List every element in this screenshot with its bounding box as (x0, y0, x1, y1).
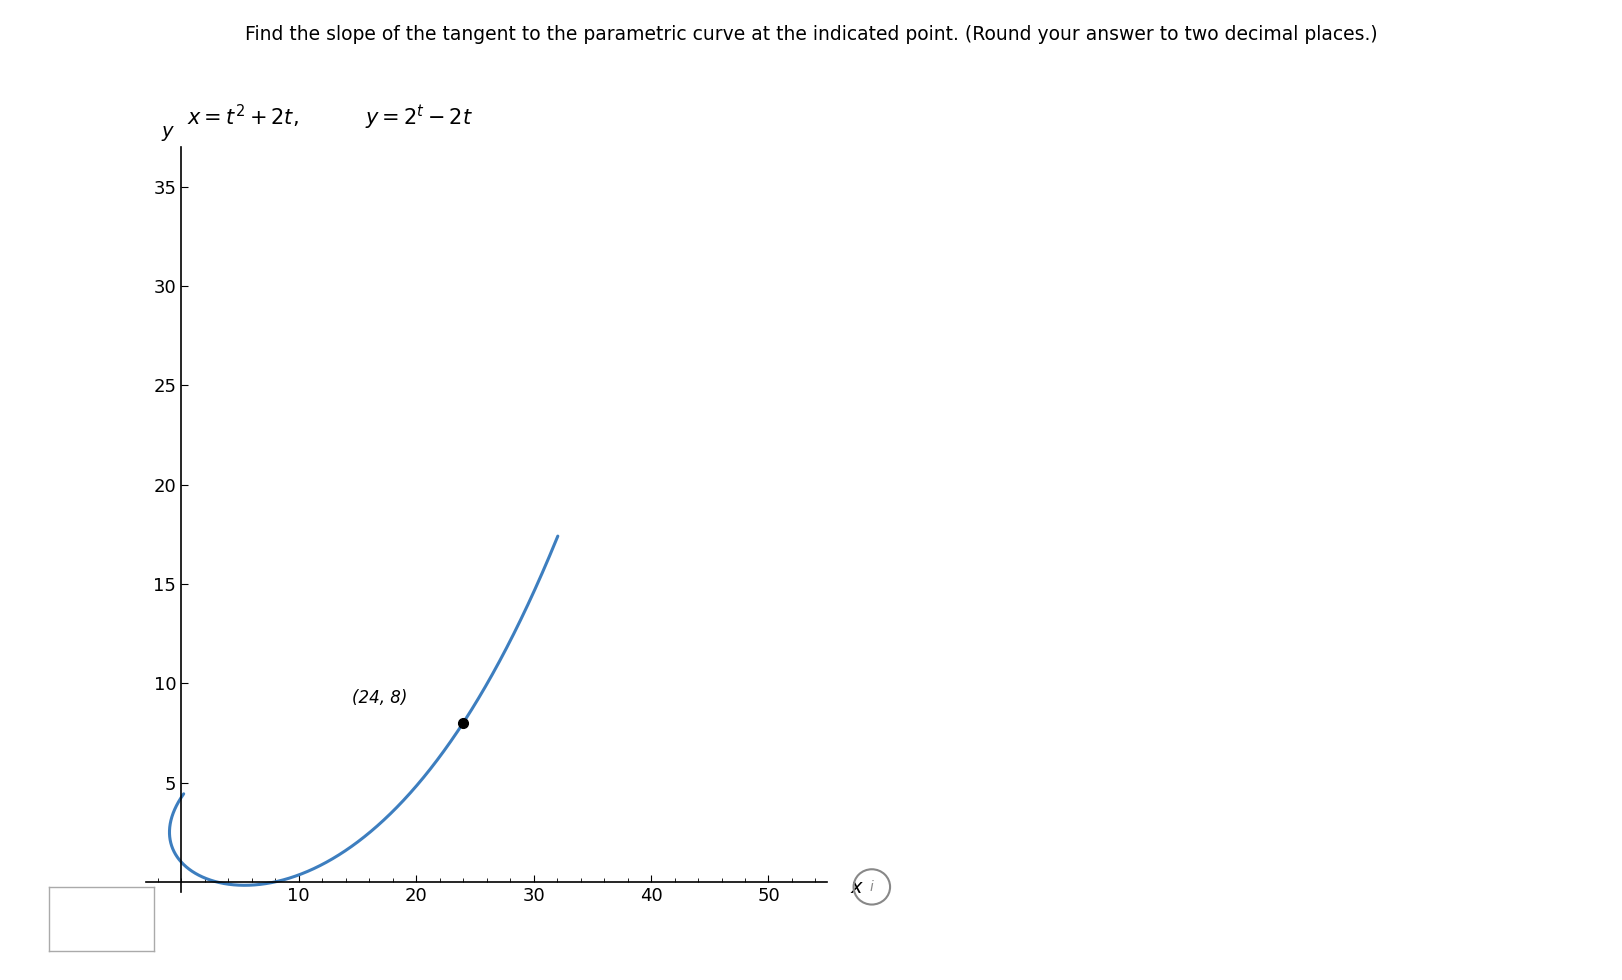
Text: Find the slope of the tangent to the parametric curve at the indicated point. (R: Find the slope of the tangent to the par… (245, 24, 1377, 43)
Text: i: i (869, 880, 874, 894)
Text: x: x (850, 878, 863, 898)
Text: $x = t^2 + 2t,$: $x = t^2 + 2t,$ (187, 103, 298, 130)
Text: $y = 2^t - 2t$: $y = 2^t - 2t$ (365, 103, 474, 131)
Text: (24, 8): (24, 8) (352, 689, 407, 708)
Text: y: y (161, 122, 174, 141)
